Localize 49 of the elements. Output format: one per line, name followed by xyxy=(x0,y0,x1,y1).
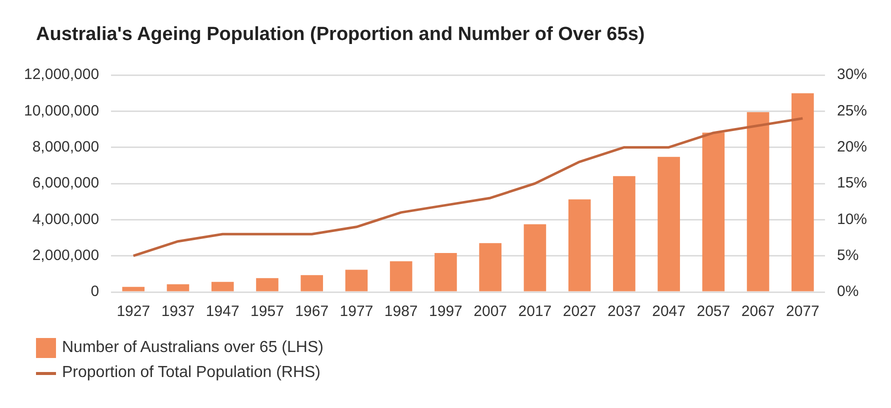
bar xyxy=(613,176,636,292)
bar xyxy=(345,270,368,292)
y2-tick-label: 20% xyxy=(836,138,868,156)
bar xyxy=(434,252,457,292)
x-tick-label: 2037 xyxy=(608,303,641,320)
y-tick-label: 10,000,000 xyxy=(24,102,100,120)
x-tick-label: 2047 xyxy=(652,303,686,320)
y2-tick-label: 0% xyxy=(836,283,859,300)
y2-tick-label: 25% xyxy=(836,102,868,120)
bar xyxy=(211,282,234,292)
bar xyxy=(792,93,814,292)
y-tick-label: 8,000,000 xyxy=(32,138,100,156)
x-tick-label: 2057 xyxy=(696,303,730,320)
y2-tick-label: 30% xyxy=(836,66,868,84)
chart-title: Australia's Ageing Population (Proportion and Number of Over 65s) xyxy=(35,23,646,47)
x-tick-label: 1927 xyxy=(116,303,150,320)
y-tick-label: 4,000,000 xyxy=(32,210,100,228)
x-tick-label: 1977 xyxy=(340,303,374,320)
bar xyxy=(390,261,412,292)
x-tick-label: 2077 xyxy=(786,303,820,320)
x-tick-label: 2007 xyxy=(474,303,508,320)
bar xyxy=(658,156,680,292)
x-tick-label: 1987 xyxy=(384,303,418,320)
y-tick-label: 6,000,000 xyxy=(32,174,100,192)
bar xyxy=(702,132,725,292)
y2-tick-label: 5% xyxy=(836,246,859,264)
x-tick-label: 1997 xyxy=(429,303,462,320)
x-tick-label: 1947 xyxy=(206,303,240,320)
bar xyxy=(568,199,591,292)
y-tick-label: 2,000,000 xyxy=(32,246,100,264)
y-tick-label: 0 xyxy=(90,283,100,300)
bar xyxy=(256,278,278,292)
x-tick-label: 2027 xyxy=(562,303,596,320)
legend-label: Number of Australians over 65 (LHS) xyxy=(62,339,324,357)
bar xyxy=(746,112,770,292)
legend-label: Proportion of Total Population (RHS) xyxy=(62,364,321,382)
y-tick-label: 12,000,000 xyxy=(24,66,100,84)
bar xyxy=(479,243,502,292)
x-tick-label: 1937 xyxy=(161,303,195,320)
x-tick-label: 1957 xyxy=(250,303,284,320)
x-tick-label: 2017 xyxy=(518,303,552,320)
bar xyxy=(300,275,324,292)
bar xyxy=(166,284,190,292)
y2-tick-label: 15% xyxy=(836,174,868,192)
x-tick-label: 2067 xyxy=(741,303,775,320)
x-tick-label: 1967 xyxy=(295,303,329,320)
bar xyxy=(122,286,145,292)
y2-tick-label: 10% xyxy=(836,210,868,228)
bar xyxy=(524,224,546,292)
